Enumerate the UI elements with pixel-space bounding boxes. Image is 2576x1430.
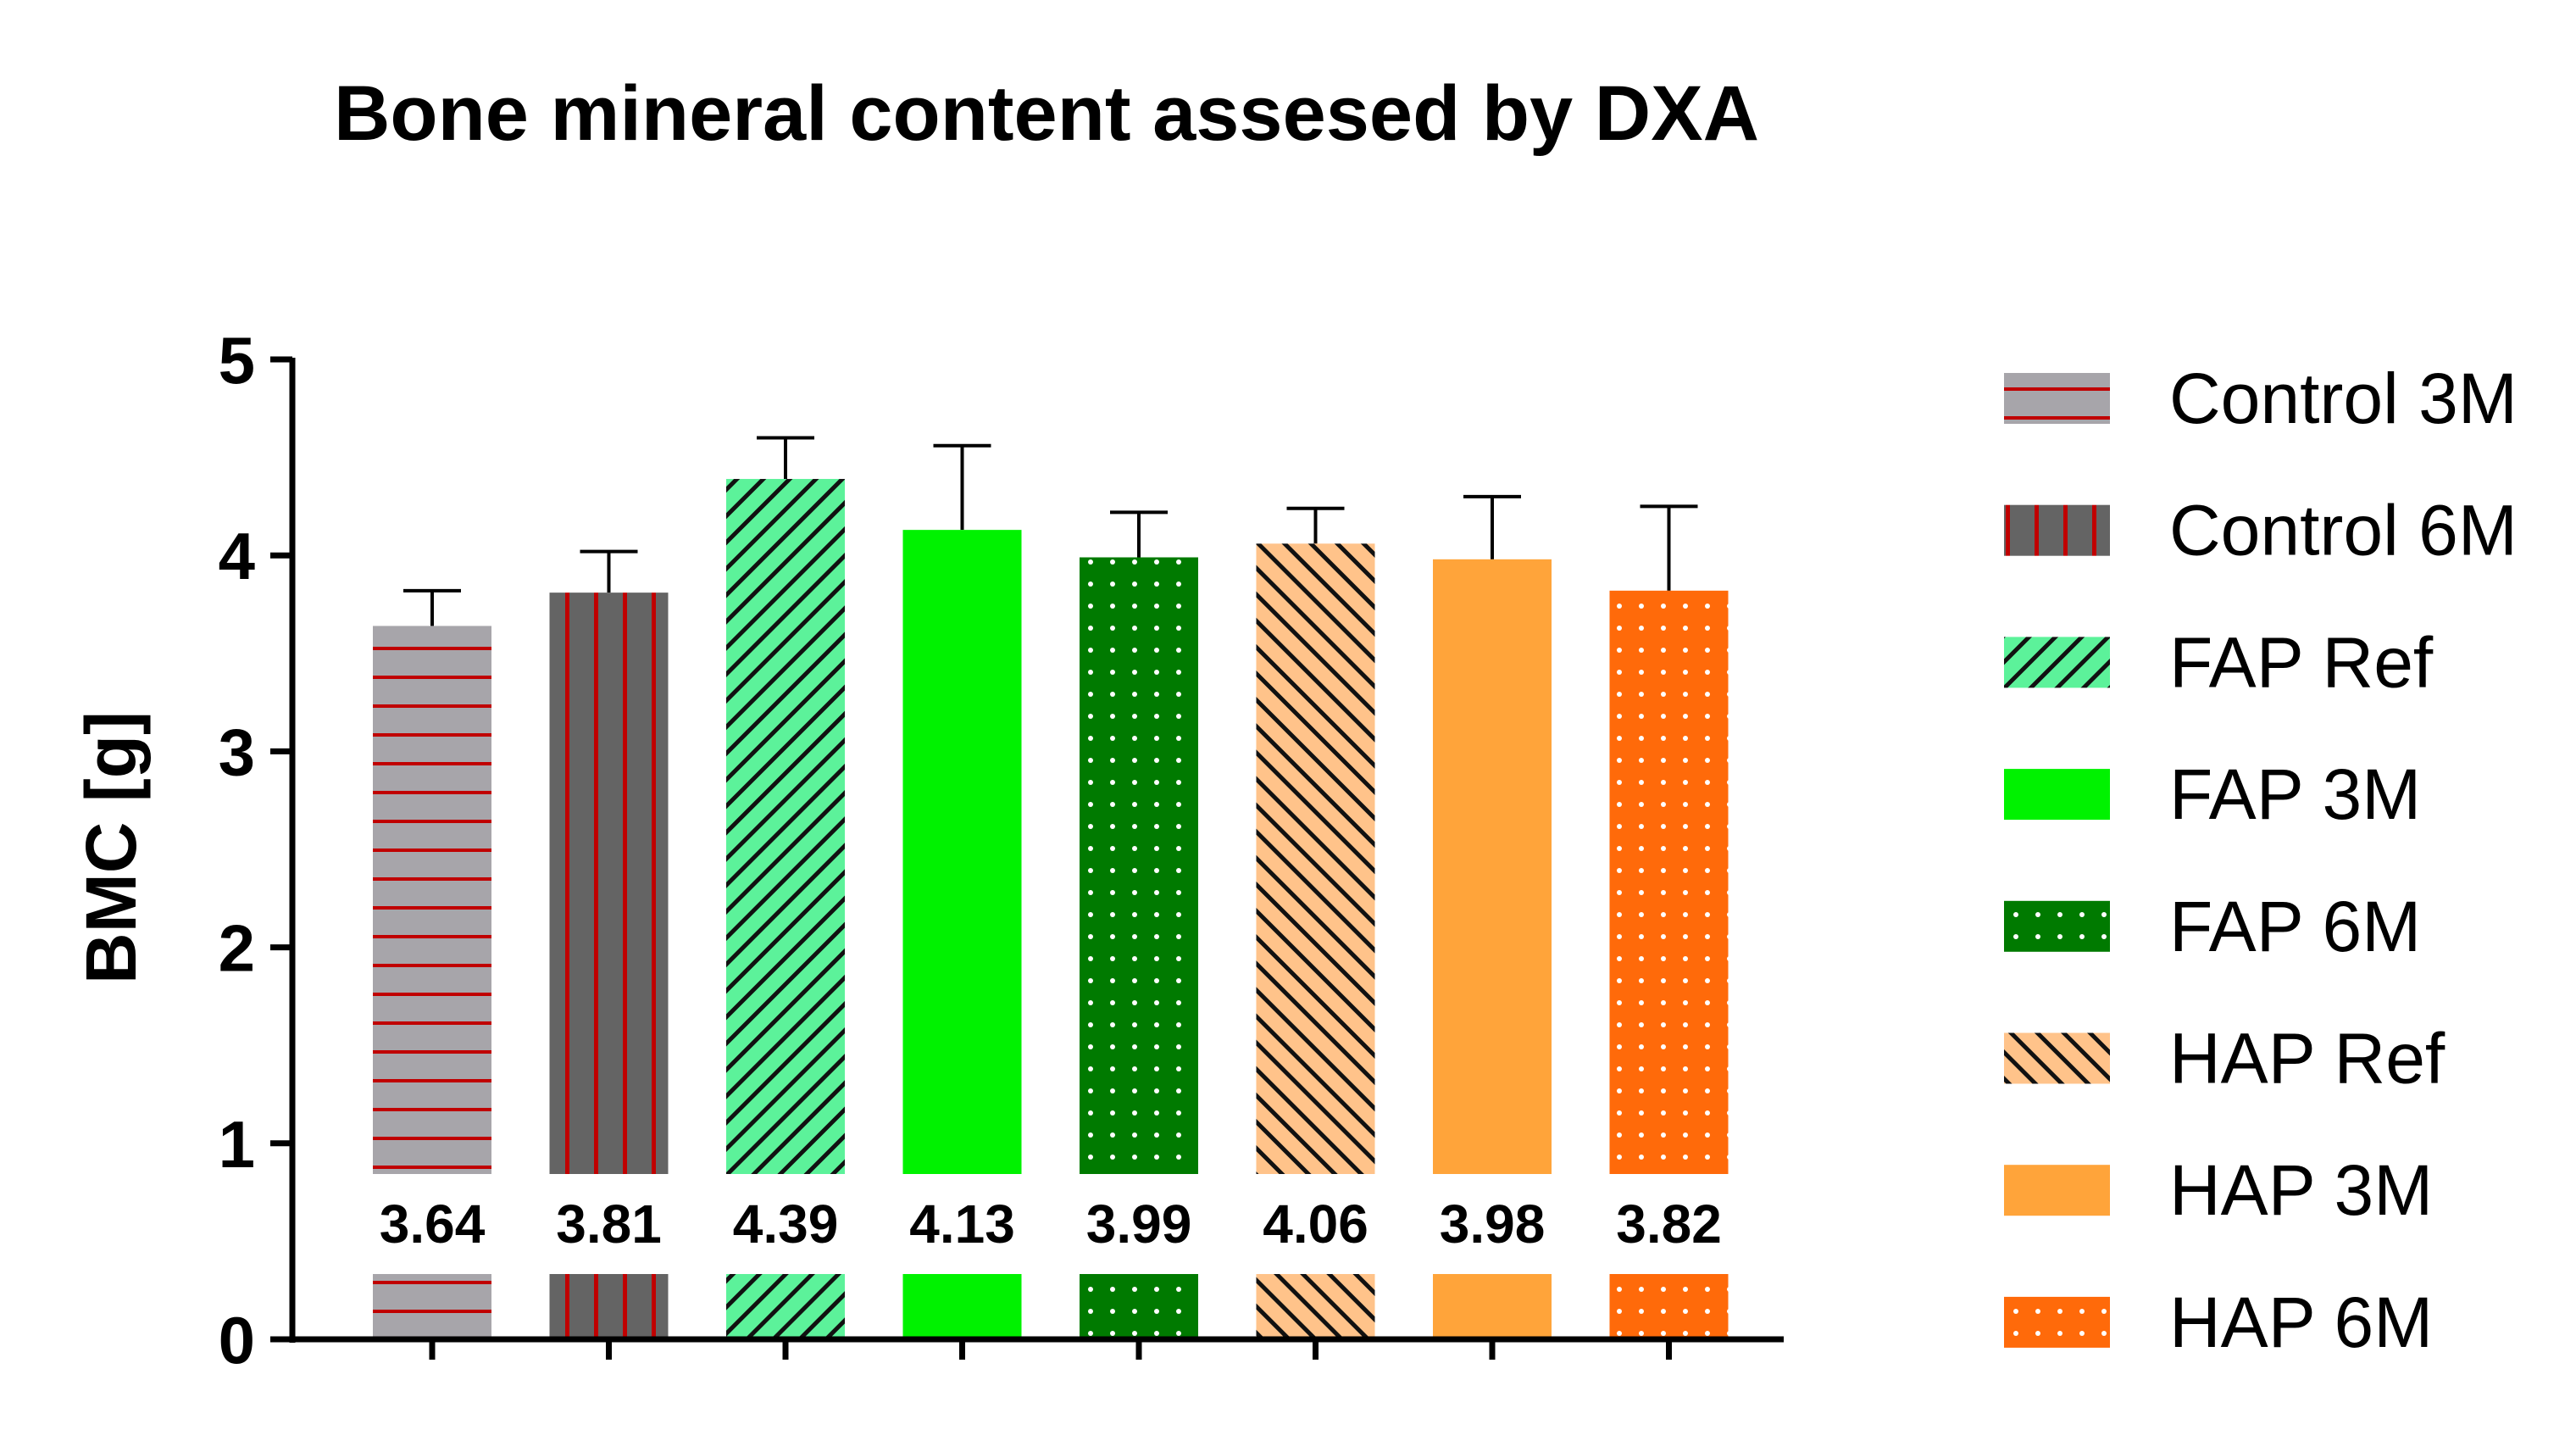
legend-swatch [2004, 1032, 2110, 1084]
bar-base [373, 1274, 491, 1339]
legend-label: FAP 6M [2169, 887, 2421, 966]
data-label: 3.82 [1616, 1194, 1722, 1255]
legend-label: HAP 3M [2169, 1150, 2433, 1230]
data-label: 3.81 [556, 1194, 662, 1255]
y-axis-label: BMC [g] [71, 711, 151, 984]
legend-swatch [2004, 900, 2110, 952]
legend-label: FAP Ref [2169, 622, 2434, 702]
bar-base [1256, 1274, 1375, 1339]
bar-group: 4.13 [902, 443, 1022, 1339]
legend-entry: HAP 3M [2004, 1150, 2433, 1230]
data-label: 3.98 [1440, 1194, 1546, 1255]
y-tick-label: 4 [219, 519, 255, 593]
bar [902, 530, 1022, 1174]
bar-group: 3.64 [373, 588, 491, 1339]
data-label: 3.64 [380, 1194, 486, 1255]
bar-group: 3.82 [1609, 504, 1729, 1339]
x-axis [289, 1336, 1784, 1360]
legend-swatch [2004, 504, 2110, 556]
bar-group: 4.06 [1256, 506, 1375, 1339]
legend-swatch [2004, 1296, 2110, 1348]
data-label: 3.99 [1086, 1194, 1192, 1255]
legend-swatch [2004, 1165, 2110, 1216]
bar [1609, 590, 1729, 1174]
legend-label: HAP Ref [2169, 1019, 2446, 1099]
legend-entry: FAP 3M [2004, 754, 2421, 834]
y-tick-label: 0 [219, 1303, 255, 1377]
bar [726, 479, 845, 1174]
legend-swatch [2004, 637, 2110, 688]
bar [1256, 543, 1375, 1174]
legend-label: FAP 3M [2169, 754, 2421, 834]
chart-title: Bone mineral content assesed by DXA [334, 70, 1759, 157]
bar-group: 3.98 [1433, 494, 1552, 1339]
legend-swatch [2004, 769, 2110, 821]
y-tick-label: 5 [219, 323, 255, 398]
bar-base [902, 1274, 1022, 1339]
bar [1080, 557, 1198, 1174]
bar-group: 3.99 [1080, 510, 1198, 1339]
bar-base [549, 1274, 669, 1339]
bar-base [726, 1274, 845, 1339]
legend-label: HAP 6M [2169, 1283, 2433, 1362]
y-tick-label: 2 [219, 911, 255, 986]
legend-entry: Control 6M [2004, 491, 2518, 570]
bar-base [1080, 1274, 1198, 1339]
data-label: 4.06 [1263, 1194, 1368, 1255]
bar-group: 3.81 [549, 549, 669, 1339]
bar-group: 4.39 [726, 436, 845, 1339]
data-label: 4.39 [733, 1194, 839, 1255]
legend-label: Control 3M [2169, 359, 2518, 438]
data-label: 4.13 [909, 1194, 1015, 1255]
bar-base [1609, 1274, 1729, 1339]
legend-entry: HAP 6M [2004, 1283, 2433, 1362]
bar-base [1433, 1274, 1552, 1339]
y-axis: 0 1 2 3 4 5 [219, 323, 296, 1377]
legend: Control 3M Control 6M FAP Ref FAP 3M FAP 6M H… [2004, 359, 2518, 1362]
bar [549, 593, 669, 1174]
legend-label: Control 6M [2169, 491, 2518, 570]
bar [1433, 559, 1552, 1174]
bars-group: 3.64 3.81 4.39 4.13 3.99 4.06 3.98 3.82 [373, 436, 1729, 1339]
legend-entry: FAP Ref [2004, 622, 2434, 702]
legend-swatch [2004, 373, 2110, 424]
legend-entry: HAP Ref [2004, 1019, 2446, 1099]
y-tick-label: 3 [219, 715, 255, 789]
legend-entry: FAP 6M [2004, 887, 2421, 966]
legend-entry: Control 3M [2004, 359, 2518, 438]
bar [373, 626, 491, 1174]
y-tick-label: 1 [219, 1107, 255, 1182]
